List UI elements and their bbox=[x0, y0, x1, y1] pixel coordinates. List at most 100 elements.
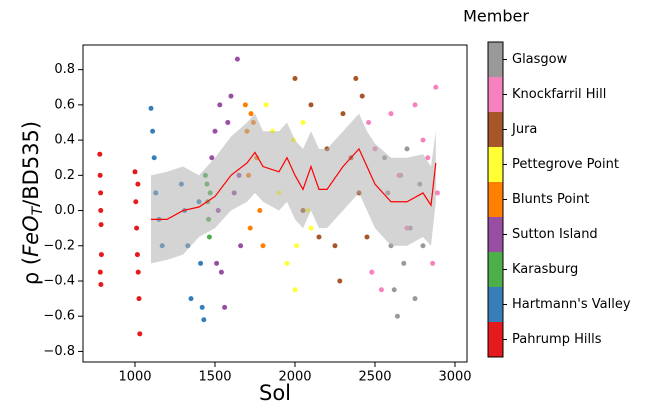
point bbox=[337, 278, 343, 284]
point bbox=[198, 260, 204, 266]
point bbox=[378, 287, 384, 293]
point bbox=[434, 190, 440, 196]
y-axis-label: ρ (FeOT/BD535) bbox=[19, 121, 46, 285]
point bbox=[292, 75, 298, 81]
point bbox=[222, 304, 228, 310]
point bbox=[97, 269, 103, 275]
legend-label: Karasburg bbox=[512, 262, 578, 277]
point bbox=[214, 260, 220, 266]
point bbox=[98, 208, 104, 214]
point bbox=[150, 128, 156, 134]
point bbox=[132, 169, 138, 175]
legend-swatch bbox=[488, 77, 503, 112]
legend-title: Member bbox=[463, 7, 529, 26]
point bbox=[135, 181, 141, 187]
point bbox=[391, 287, 397, 293]
point bbox=[369, 269, 375, 275]
point bbox=[97, 151, 103, 157]
point bbox=[218, 269, 224, 275]
point bbox=[412, 102, 418, 108]
point bbox=[217, 102, 223, 108]
point bbox=[263, 102, 269, 108]
point bbox=[332, 243, 338, 249]
legend-label: Blunts Point bbox=[512, 192, 589, 207]
point bbox=[206, 234, 212, 240]
legend-swatch bbox=[488, 252, 503, 287]
point bbox=[430, 260, 436, 266]
point bbox=[134, 252, 140, 258]
point bbox=[300, 119, 306, 125]
legend-label: Glasgow bbox=[512, 52, 568, 67]
y-tick-label: −0.6 bbox=[43, 309, 75, 324]
y-tick-label: 0.6 bbox=[54, 97, 75, 112]
x-tick-label: 1500 bbox=[198, 370, 231, 385]
y-label-prefix: ρ ( bbox=[19, 257, 43, 285]
point bbox=[353, 75, 359, 81]
point bbox=[292, 287, 298, 293]
legend-swatch bbox=[488, 217, 503, 252]
y-label-sub: T bbox=[30, 205, 46, 215]
band bbox=[151, 113, 436, 264]
point bbox=[284, 260, 290, 266]
x-tick-label: 2000 bbox=[278, 370, 311, 385]
point bbox=[212, 128, 218, 134]
trend-line bbox=[151, 147, 437, 220]
point bbox=[420, 243, 426, 249]
point bbox=[148, 105, 154, 111]
point bbox=[366, 119, 372, 125]
y-label-main: FeO bbox=[19, 215, 43, 257]
point bbox=[188, 296, 194, 302]
legend-swatch bbox=[488, 42, 503, 77]
plot-area bbox=[97, 56, 440, 337]
point bbox=[238, 243, 244, 249]
point bbox=[340, 111, 346, 117]
point bbox=[248, 111, 254, 117]
point bbox=[257, 208, 263, 214]
legend-label: Hartmann's Valley bbox=[512, 297, 631, 312]
point bbox=[98, 252, 104, 258]
point bbox=[308, 225, 314, 231]
point bbox=[404, 146, 410, 152]
point bbox=[136, 296, 142, 302]
point bbox=[234, 56, 240, 62]
point bbox=[359, 93, 365, 99]
legend-label: Sutton Island bbox=[512, 227, 598, 242]
y-tick-label: 0.2 bbox=[54, 168, 75, 183]
y-tick-label: −0.2 bbox=[43, 238, 75, 253]
point bbox=[433, 84, 439, 90]
point bbox=[420, 137, 426, 143]
point bbox=[364, 234, 370, 240]
y-tick-label: −0.4 bbox=[43, 273, 75, 288]
x-axis-label: Sol bbox=[259, 381, 291, 405]
point bbox=[247, 225, 253, 231]
point bbox=[151, 155, 157, 161]
point bbox=[412, 296, 418, 302]
point bbox=[225, 119, 231, 125]
x-tick-label: 3000 bbox=[438, 370, 471, 385]
x-tick-label: 2500 bbox=[358, 370, 391, 385]
point bbox=[209, 155, 215, 161]
point bbox=[260, 243, 266, 249]
axes-frame bbox=[82, 44, 468, 363]
point bbox=[294, 243, 300, 249]
point bbox=[316, 234, 322, 240]
point bbox=[201, 317, 207, 323]
legend-label: Pettegrove Point bbox=[512, 157, 619, 172]
point bbox=[308, 102, 314, 108]
point bbox=[134, 225, 140, 231]
point bbox=[98, 222, 104, 228]
point bbox=[228, 93, 234, 99]
legend-swatch bbox=[488, 147, 503, 182]
point bbox=[133, 199, 139, 205]
point bbox=[388, 111, 394, 117]
point bbox=[135, 269, 141, 275]
legend-label: Pahrump Hills bbox=[512, 332, 602, 347]
legend-swatch bbox=[488, 112, 503, 147]
x-tick-label: 1000 bbox=[118, 370, 151, 385]
point bbox=[425, 155, 431, 161]
y-tick-label: −0.8 bbox=[43, 344, 75, 359]
point bbox=[97, 172, 103, 178]
point bbox=[137, 331, 143, 337]
y-label-suffix: /BD535) bbox=[19, 121, 43, 207]
